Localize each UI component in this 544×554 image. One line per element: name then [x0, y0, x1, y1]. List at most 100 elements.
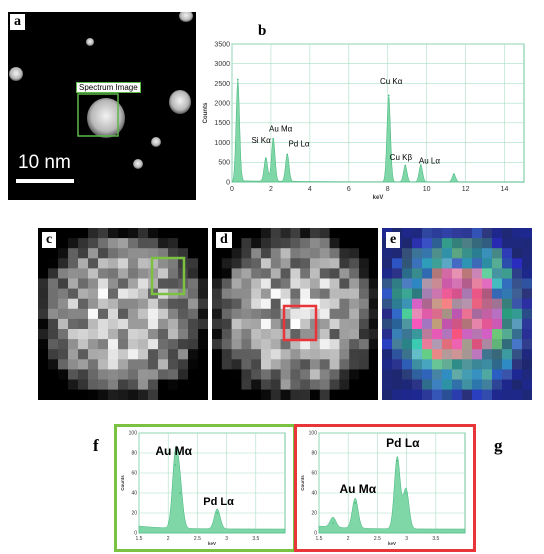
map-pixel [452, 389, 463, 401]
map-pixel [231, 379, 242, 391]
map-pixel [88, 228, 99, 239]
x-tick-label: 2.5 [194, 536, 201, 542]
map-pixel [359, 298, 370, 310]
map-pixel [339, 359, 350, 370]
map-pixel [198, 359, 209, 370]
map-pixel [231, 258, 242, 269]
map-pixel [522, 339, 533, 350]
map-pixel [58, 228, 69, 239]
map-pixel [158, 318, 169, 330]
nanoparticle [133, 159, 143, 169]
map-pixel [188, 258, 199, 269]
map-pixel [329, 248, 340, 259]
map-pixel [108, 298, 119, 310]
map-pixel [432, 308, 443, 320]
map-pixel [221, 339, 233, 350]
map-pixel [432, 349, 443, 360]
map-pixel [138, 258, 149, 269]
map-pixel [48, 308, 59, 320]
panel-g-frame: 1.5 2 2.5 3 3.5 0 20 40 60 80 100 keV Counts Au Mα Pd … [294, 424, 476, 552]
map-pixel [319, 228, 331, 239]
y-tick-label: 60 [131, 471, 137, 477]
map-pixel [108, 339, 119, 350]
map-pixel [452, 349, 463, 360]
map-pixel [462, 268, 473, 279]
map-pixel [148, 389, 159, 401]
map-pixel [98, 248, 109, 259]
map-pixel [339, 288, 350, 300]
map-pixel [58, 278, 69, 290]
map-pixel [212, 389, 223, 401]
map-pixel [221, 369, 233, 380]
map-pixel [270, 268, 282, 279]
map-pixel [241, 329, 252, 340]
map-pixel [261, 248, 272, 259]
map-pixel [198, 349, 209, 360]
map-pixel [402, 379, 413, 391]
map-pixel [472, 359, 483, 370]
map-pixel [412, 318, 423, 330]
map-pixel [512, 258, 523, 269]
map-pixel [412, 389, 423, 401]
map-pixel [98, 308, 109, 320]
map-pixel [212, 318, 223, 330]
map-pixel [349, 308, 360, 320]
map-pixel [339, 389, 350, 401]
map-pixel [280, 379, 291, 391]
map-pixel [98, 318, 109, 330]
map-pixel [462, 248, 473, 259]
map-pixel [148, 349, 159, 360]
map-pixel [231, 298, 242, 310]
map-pixel [522, 288, 533, 300]
map-pixel [261, 288, 272, 300]
map-pixel [212, 329, 223, 340]
map-pixel [212, 379, 223, 391]
map-pixel [422, 359, 433, 370]
map-pixel [198, 278, 209, 290]
map-pixel [472, 238, 483, 249]
nanoparticle [86, 38, 94, 46]
map-pixel [319, 379, 331, 391]
map-pixel [88, 248, 99, 259]
map-pixel [319, 278, 331, 290]
map-pixel [462, 258, 473, 269]
map-pixel [168, 238, 179, 249]
map-pixel [492, 238, 503, 249]
map-pixel [241, 248, 252, 259]
map-pixel [212, 369, 223, 380]
map-pixel [58, 359, 69, 370]
map-pixel [128, 359, 139, 370]
map-pixel [148, 318, 159, 330]
map-pixel [492, 318, 503, 330]
map-pixel [392, 369, 403, 380]
peak-annotation: Pd Lα [203, 496, 234, 508]
map-pixel [38, 258, 49, 269]
map-pixel [522, 369, 533, 380]
map-pixel [290, 248, 301, 259]
map-pixel [178, 238, 189, 249]
panel-label-g: g [494, 436, 503, 455]
map-pixel [368, 228, 380, 239]
y-axis-label: Counts [203, 102, 209, 123]
spectrum-peak [387, 94, 390, 97]
y-tick-label: 80 [131, 451, 137, 457]
map-pixel [422, 318, 433, 330]
map-pixel [300, 228, 311, 239]
x-axis-label: keV [373, 195, 384, 200]
peak-annotation: Au Mα [339, 482, 376, 496]
map-pixel [168, 369, 179, 380]
map-pixel [168, 329, 179, 340]
map-pixel [212, 268, 223, 279]
x-tick-label: 2.5 [374, 536, 381, 542]
map-pixel [402, 329, 413, 340]
x-tick-label: 3.5 [432, 536, 439, 542]
map-pixel [290, 339, 301, 350]
map-pixel [412, 349, 423, 360]
map-pixel [512, 379, 523, 391]
spectrum-peak [453, 173, 455, 175]
map-pixel [241, 308, 252, 320]
map-pixel [58, 339, 69, 350]
map-pixel [58, 248, 69, 259]
map-pixel [290, 228, 301, 239]
map-pixel [422, 228, 433, 239]
